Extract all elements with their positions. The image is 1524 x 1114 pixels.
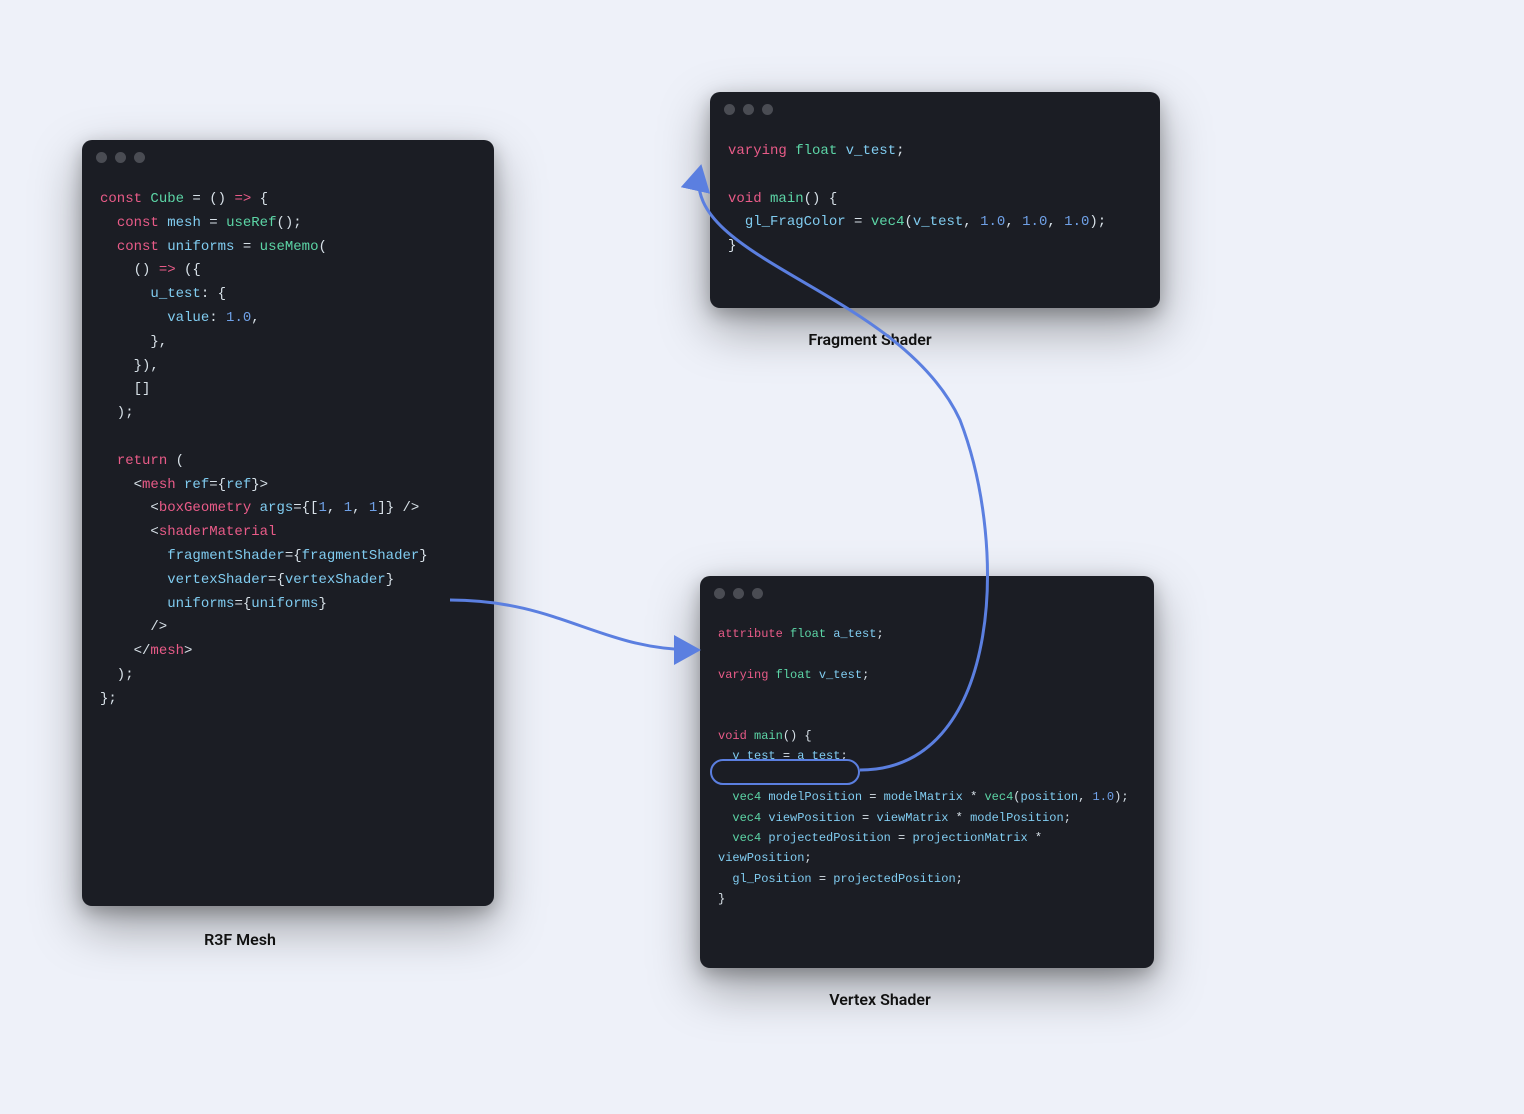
- window-titlebar: [700, 576, 1154, 610]
- window-titlebar: [82, 140, 494, 174]
- caption-vertex-shader: Vertex Shader: [780, 990, 980, 1009]
- code-block-fragment: varying float v_test; void main() { gl_F…: [710, 126, 1160, 279]
- traffic-light-dot: [762, 104, 773, 115]
- traffic-light-dot: [733, 588, 744, 599]
- code-card-r3f-mesh: const Cube = () => { const mesh = useRef…: [82, 140, 494, 906]
- traffic-light-dot: [115, 152, 126, 163]
- traffic-light-dot: [96, 152, 107, 163]
- code-block-vertex: attribute float a_test; varying float v_…: [700, 610, 1154, 929]
- traffic-light-dot: [752, 588, 763, 599]
- code-card-vertex-shader: attribute float a_test; varying float v_…: [700, 576, 1154, 968]
- traffic-light-dot: [714, 588, 725, 599]
- caption-r3f-mesh: R3F Mesh: [140, 930, 340, 949]
- window-titlebar: [710, 92, 1160, 126]
- traffic-light-dot: [743, 104, 754, 115]
- code-block-r3f: const Cube = () => { const mesh = useRef…: [82, 174, 494, 732]
- code-card-fragment-shader: varying float v_test; void main() { gl_F…: [710, 92, 1160, 308]
- caption-fragment-shader: Fragment Shader: [770, 330, 970, 349]
- traffic-light-dot: [134, 152, 145, 163]
- traffic-light-dot: [724, 104, 735, 115]
